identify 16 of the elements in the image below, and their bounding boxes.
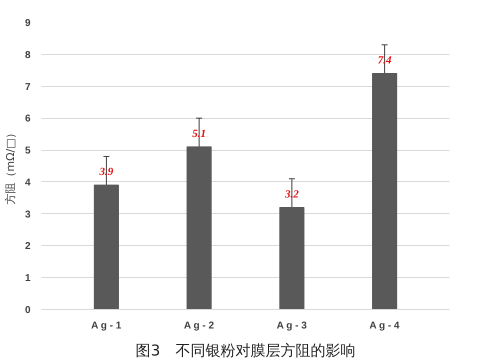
x-tick-label: A g - 2 [184,320,214,332]
y-tick-label: 2 [24,241,31,252]
x-tick-label: A g - 1 [91,320,122,332]
y-tick-label: 7 [24,82,31,93]
text: 图3 不同银粉对膜层方阻的影响 [136,342,356,360]
y-axis-title: 方阻（mΩ/□） [4,127,17,205]
x-tick-label: A g - 4 [369,320,400,332]
y-tick-label: 1 [24,273,31,284]
y-tick-label: 4 [24,177,31,188]
y-tick-label: 0 [24,305,31,316]
y-tick-label: 5 [24,146,31,157]
x-tick-label: A g - 3 [276,320,308,332]
y-tick-label: 3 [24,209,31,220]
y-tick-label: 9 [24,18,31,29]
y-tick-label: 8 [24,50,31,61]
y-tick-label: 6 [24,114,31,125]
